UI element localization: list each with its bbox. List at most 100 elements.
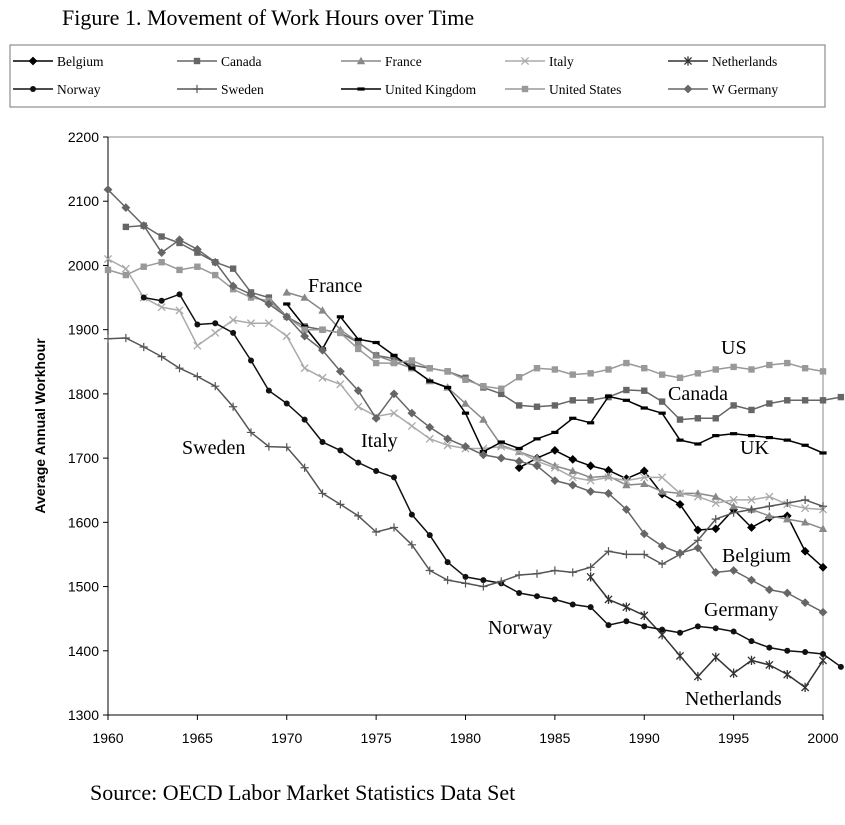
data-point-norway bbox=[802, 649, 809, 656]
data-point-norway bbox=[605, 622, 612, 629]
x-tick-label: 1995 bbox=[718, 730, 749, 746]
data-point-italy bbox=[389, 409, 399, 418]
data-point-sweden bbox=[229, 402, 238, 411]
data-point-norway bbox=[230, 329, 237, 336]
data-point-united-states bbox=[390, 359, 398, 367]
data-point-canada bbox=[712, 415, 719, 422]
data-point-united-states bbox=[444, 368, 451, 375]
x-tick-label: 1975 bbox=[361, 730, 392, 746]
data-point-france bbox=[765, 511, 774, 520]
data-point-united-states bbox=[551, 366, 559, 373]
data-point-united-states bbox=[819, 368, 827, 375]
legend-item-norway: Norway bbox=[13, 82, 101, 97]
data-point-w-germany bbox=[353, 386, 363, 396]
data-point-norway bbox=[194, 321, 201, 328]
data-point-sweden bbox=[318, 489, 327, 498]
data-point-united-kingdom bbox=[676, 438, 684, 442]
annotation-netherlands: Netherlands bbox=[685, 688, 782, 710]
data-point-france bbox=[300, 293, 309, 301]
y-tick-label: 1300 bbox=[68, 707, 99, 723]
data-point-belgium bbox=[711, 524, 721, 534]
data-point-norway bbox=[677, 629, 683, 636]
data-point-sweden bbox=[372, 527, 381, 537]
legend-label-netherlands: Netherlands bbox=[712, 54, 777, 69]
legend: Belgium Canada France Italy Netherlands Norwa… bbox=[9, 44, 826, 108]
legend-marker-diamond bbox=[683, 84, 693, 94]
data-point-sweden bbox=[246, 428, 256, 437]
data-point-italy bbox=[318, 373, 327, 382]
data-point-w-germany bbox=[675, 548, 685, 558]
y-tick-label: 1900 bbox=[68, 322, 99, 338]
data-point-w-germany bbox=[478, 450, 488, 460]
data-point-canada bbox=[533, 403, 541, 410]
data-point-sweden bbox=[121, 333, 130, 343]
data-point-netherlands bbox=[693, 671, 702, 682]
annotation-germany: Germany bbox=[704, 599, 778, 621]
data-point-canada bbox=[587, 397, 594, 404]
data-point-w-germany bbox=[139, 221, 149, 231]
data-point-sweden bbox=[211, 382, 220, 391]
data-point-belgium bbox=[639, 466, 649, 476]
data-point-italy bbox=[604, 473, 613, 482]
y-tick-label: 1600 bbox=[68, 514, 99, 530]
data-point-canada bbox=[766, 400, 773, 407]
data-point-united-kingdom bbox=[408, 366, 416, 370]
data-point-norway bbox=[748, 638, 755, 645]
data-point-united-states bbox=[766, 361, 773, 369]
data-point-united-kingdom bbox=[783, 438, 791, 442]
data-point-norway bbox=[444, 559, 451, 566]
data-point-canada bbox=[122, 223, 130, 231]
legend-item-belgium: Belgium bbox=[13, 54, 104, 69]
data-point-united-kingdom bbox=[336, 315, 344, 319]
data-point-canada bbox=[694, 415, 702, 422]
data-point-w-germany bbox=[318, 345, 327, 355]
data-point-sweden bbox=[693, 536, 702, 545]
y-tick-label: 1700 bbox=[68, 450, 99, 466]
data-point-w-germany bbox=[425, 422, 435, 432]
data-point-france bbox=[729, 502, 738, 510]
series-line-france bbox=[286, 291, 824, 530]
y-tick-label: 1500 bbox=[68, 579, 99, 595]
data-point-canada bbox=[623, 386, 630, 394]
data-point-norway bbox=[301, 416, 308, 423]
data-point-united-kingdom bbox=[283, 302, 291, 306]
annotation-france: France bbox=[308, 275, 363, 297]
data-point-w-germany bbox=[443, 434, 453, 444]
data-point-italy bbox=[354, 402, 363, 411]
data-point-norway bbox=[820, 650, 826, 657]
data-point-w-germany bbox=[103, 185, 113, 195]
data-point-sweden bbox=[407, 540, 416, 549]
data-point-w-germany bbox=[604, 489, 613, 498]
data-point-france bbox=[800, 518, 810, 526]
data-point-norway bbox=[408, 511, 415, 518]
data-point-united-states bbox=[301, 326, 308, 333]
data-point-belgium bbox=[514, 463, 524, 473]
legend-marker-square bbox=[521, 85, 529, 93]
data-point-belgium bbox=[550, 446, 560, 455]
data-point-united-states bbox=[694, 370, 702, 377]
data-point-norway bbox=[462, 573, 469, 580]
data-point-france bbox=[479, 415, 488, 423]
legend-item-w-germany: W Germany bbox=[668, 82, 778, 97]
data-point-w-germany bbox=[264, 299, 274, 309]
data-point-united-states bbox=[194, 263, 201, 270]
data-point-united-states bbox=[623, 359, 630, 367]
data-point-sweden bbox=[193, 372, 202, 381]
data-point-norway bbox=[319, 439, 326, 446]
data-point-norway bbox=[283, 400, 290, 407]
legend-marker-diamond bbox=[28, 56, 38, 66]
data-point-united-kingdom bbox=[354, 337, 362, 341]
data-point-united-kingdom bbox=[515, 446, 523, 451]
legend-label-italy: Italy bbox=[549, 54, 574, 69]
data-point-w-germany bbox=[496, 453, 506, 463]
annotation-canada: Canada bbox=[668, 383, 728, 405]
data-point-united-states bbox=[641, 365, 648, 372]
data-point-sweden bbox=[765, 502, 774, 511]
legend-marker-x bbox=[520, 56, 530, 66]
data-point-netherlands bbox=[801, 682, 810, 692]
data-point-norway bbox=[551, 596, 558, 603]
data-point-united-kingdom bbox=[819, 451, 827, 455]
data-point-canada bbox=[498, 390, 505, 398]
data-point-w-germany bbox=[729, 566, 739, 575]
